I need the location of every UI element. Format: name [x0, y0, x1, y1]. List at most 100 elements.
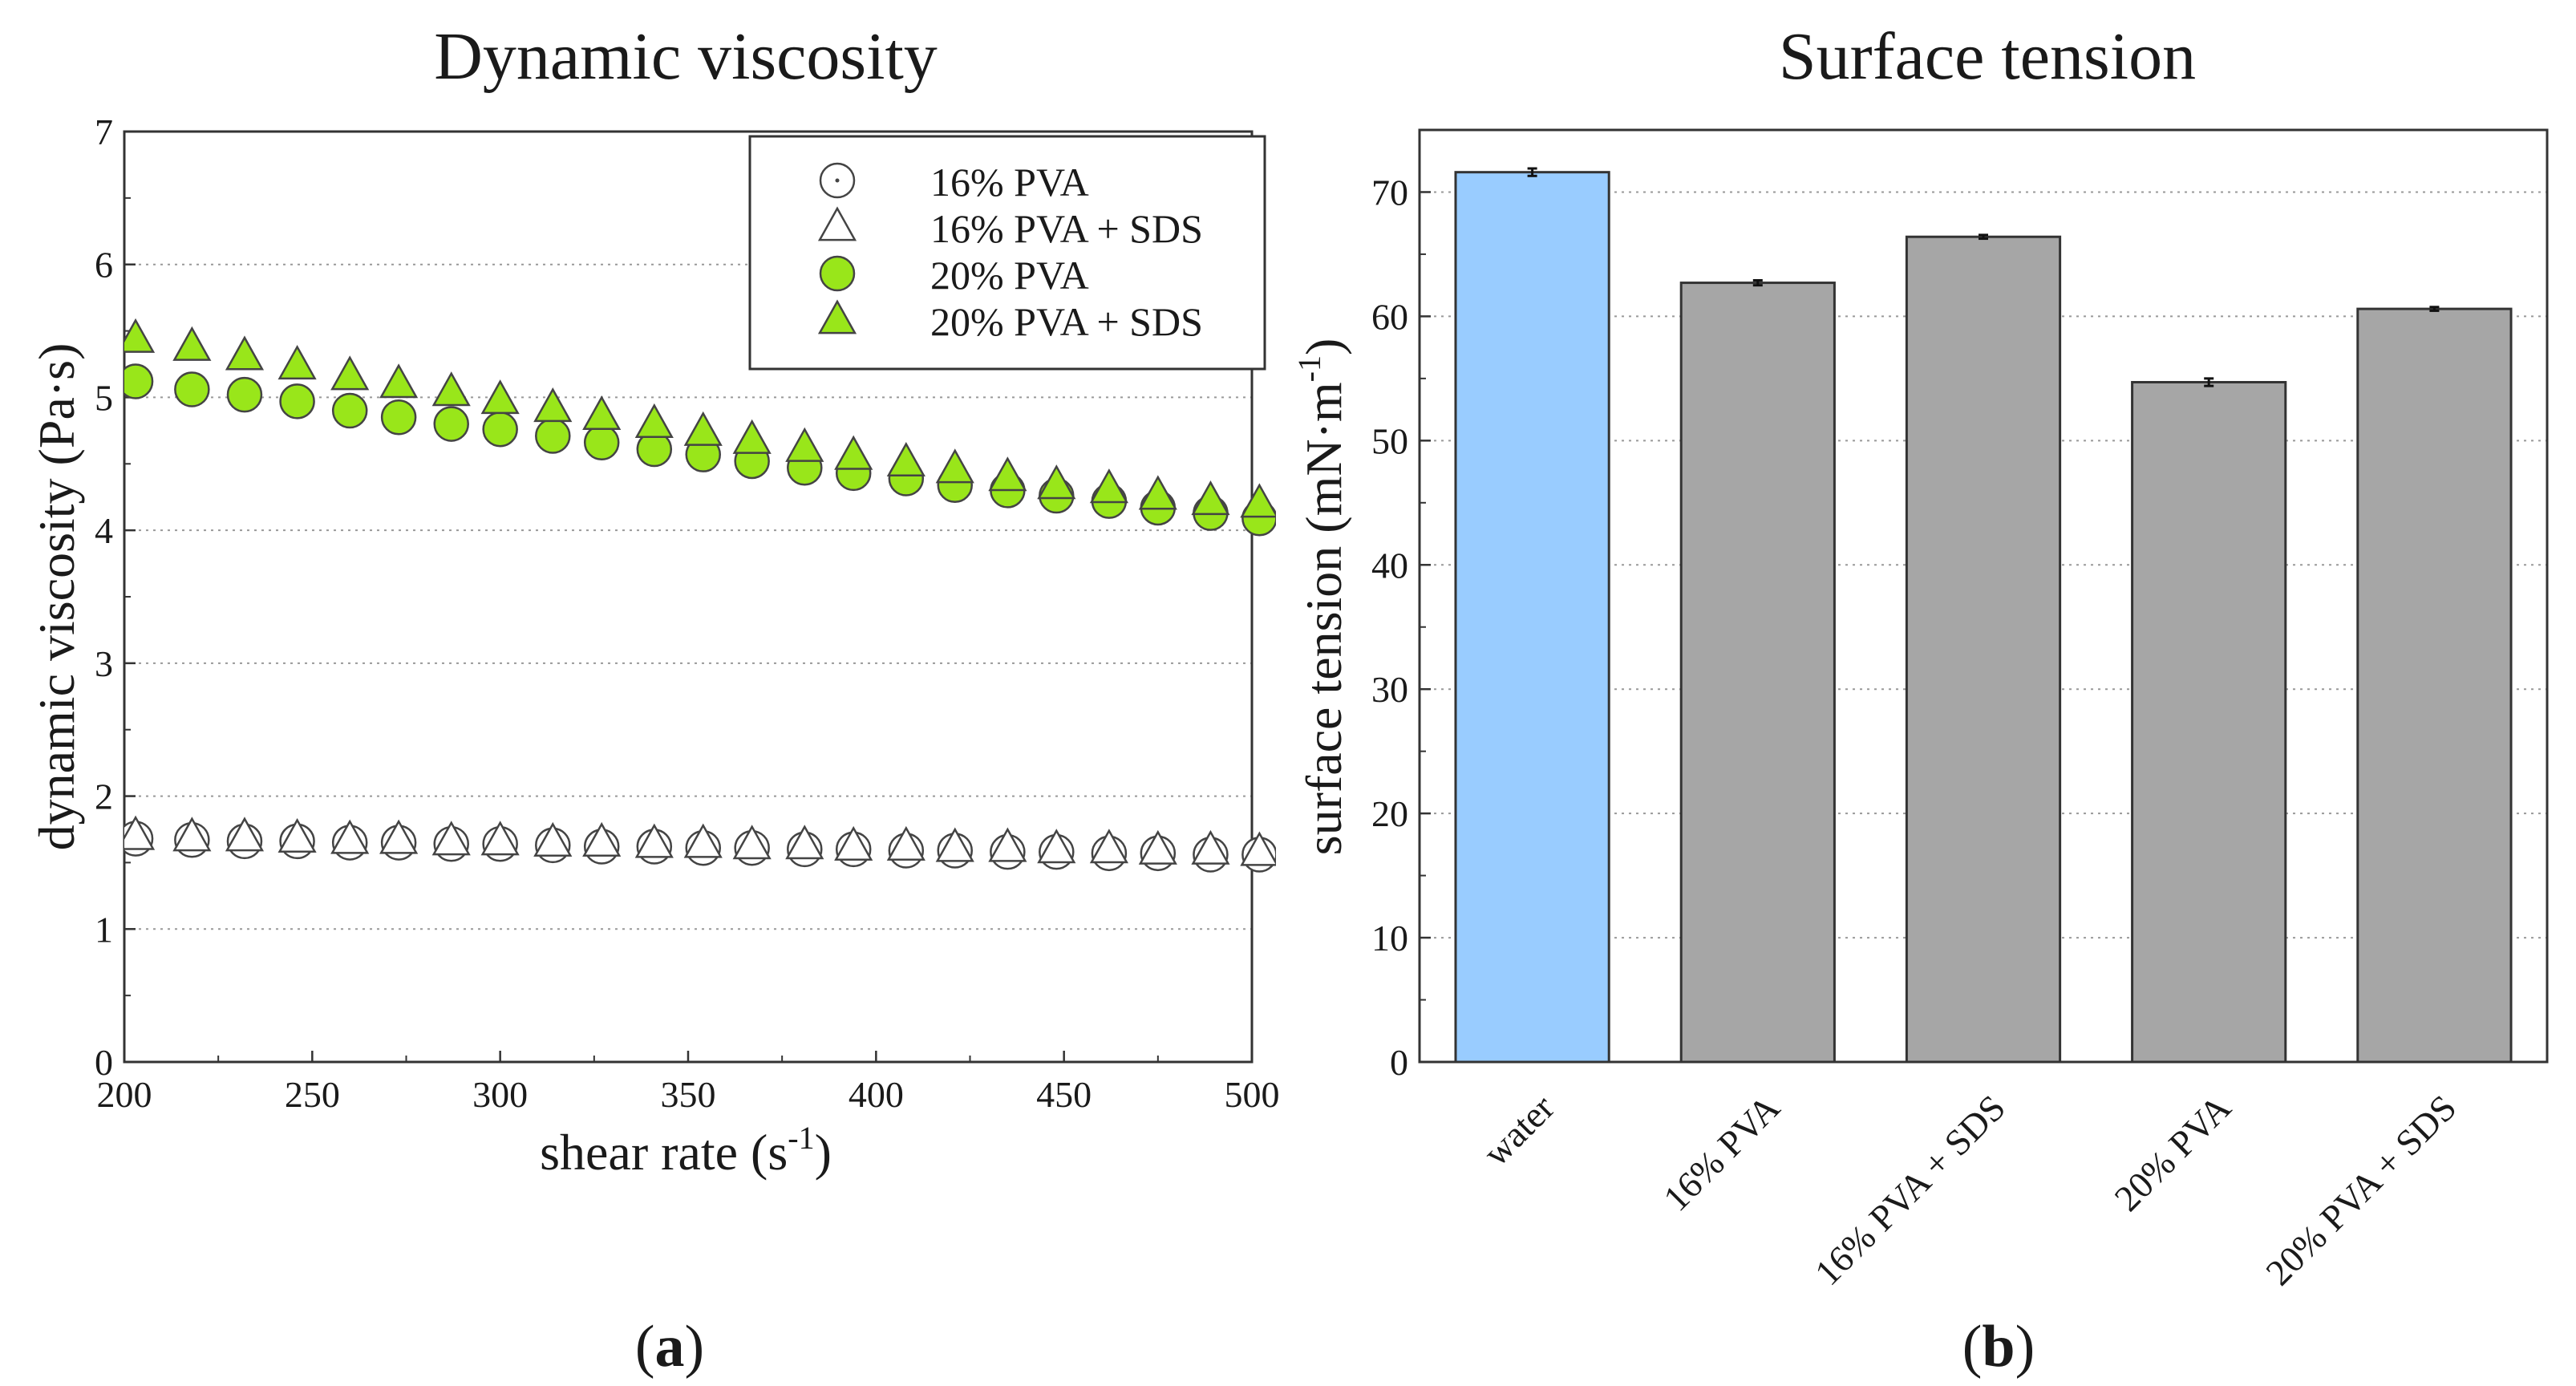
y-tick-label: 10 — [1371, 918, 1408, 958]
data-point — [732, 419, 772, 454]
data-point — [1138, 829, 1177, 865]
data-point — [634, 403, 674, 438]
data-point — [225, 335, 265, 371]
viscosity-y-axis-label: dynamic viscosity (Pa·s) — [28, 343, 85, 851]
legend-label: 20% PVA + SDS — [930, 299, 1203, 344]
data-point — [834, 825, 873, 861]
data-point-shape — [331, 392, 368, 429]
data-point — [480, 379, 520, 415]
legend-label: 16% PVA + SDS — [930, 206, 1203, 251]
surface-tension-y-axis-label: surface tension (mN·m-1) — [1291, 338, 1352, 856]
y-tick-label: 20 — [1371, 793, 1408, 834]
category-label: water — [1475, 1087, 1561, 1173]
data-point-shape — [535, 418, 571, 454]
data-point — [331, 392, 368, 429]
data-point — [1191, 829, 1230, 865]
data-point — [277, 817, 317, 853]
bar — [1454, 171, 1610, 1064]
y-tick-label: 70 — [1371, 172, 1408, 213]
data-point — [683, 823, 723, 858]
y-tick-label: 1 — [95, 909, 113, 950]
data-point — [582, 821, 622, 857]
series-3 — [124, 318, 1276, 518]
category-label: 16% PVA — [1655, 1087, 1788, 1219]
data-point — [535, 418, 571, 454]
data-point — [834, 435, 873, 470]
legend-marker-shape — [819, 255, 856, 292]
data-point — [330, 819, 370, 854]
y-tick-label: 40 — [1371, 545, 1408, 586]
data-point — [330, 355, 370, 391]
x-tick-label: 300 — [472, 1074, 528, 1115]
y-tick-label: 50 — [1371, 420, 1408, 461]
data-point — [124, 815, 156, 850]
legend-label: 16% PVA — [930, 160, 1089, 205]
y-tick-label: 3 — [95, 643, 113, 684]
data-point-shape — [174, 371, 210, 407]
data-point — [886, 441, 925, 477]
data-point — [379, 819, 419, 854]
panel-label-b: (b) — [1962, 1314, 2035, 1380]
x-tick-label: 200 — [97, 1074, 152, 1115]
data-point — [935, 448, 974, 484]
data-point — [1191, 480, 1230, 516]
data-point — [886, 825, 925, 861]
surface-tension-chart-title: Surface tension — [1779, 19, 2196, 94]
y-tick-label: 30 — [1371, 669, 1408, 710]
data-point — [1138, 475, 1177, 510]
legend-label: 20% PVA — [930, 253, 1089, 298]
data-point — [1089, 829, 1128, 864]
y-tick-label: 0 — [95, 1042, 113, 1083]
data-point — [533, 821, 573, 857]
data-point — [172, 326, 212, 361]
data-point — [533, 387, 573, 423]
legend-marker — [817, 299, 857, 334]
data-point — [431, 821, 471, 856]
data-point — [1037, 464, 1076, 500]
category-label: 16% PVA + SDS — [1807, 1087, 2013, 1293]
y-tick-label: 4 — [95, 510, 113, 551]
data-point — [988, 456, 1027, 492]
data-point — [582, 395, 622, 431]
data-point — [1037, 829, 1076, 864]
data-point-shape — [482, 411, 518, 448]
data-point — [225, 817, 265, 852]
x-tick-label: 250 — [285, 1074, 340, 1115]
data-point-shape — [279, 383, 315, 419]
y-tick-label: 7 — [95, 111, 113, 152]
bar — [2356, 307, 2513, 1064]
data-point — [988, 827, 1027, 862]
data-point-shape — [380, 399, 417, 436]
viscosity-chart: Dynamic viscosity 0 1 2 3 4 5 6 7 200 250 300 350 40… — [28, 19, 1280, 1380]
data-point — [433, 406, 469, 442]
data-point — [482, 411, 518, 448]
y-tick-label: 2 — [95, 776, 113, 817]
data-point — [732, 825, 772, 860]
series-2 — [124, 363, 1276, 537]
y-tick-label: 5 — [95, 377, 113, 418]
data-point — [431, 371, 471, 407]
legend-marker — [819, 255, 856, 292]
panel-label-a: (a) — [635, 1314, 704, 1380]
legend-marker-dot — [835, 178, 840, 183]
y-tick-label: 6 — [95, 245, 113, 286]
data-point-shape — [124, 363, 154, 399]
data-point — [172, 817, 212, 852]
data-point — [480, 821, 520, 856]
data-point — [174, 371, 210, 407]
surface-tension-chart: Surface tension 0 10 20 30 40 50 60 70 surface … — [1291, 19, 2549, 1380]
bar — [2131, 381, 2287, 1064]
surface-tension-plot-frame — [1418, 128, 2549, 1064]
legend-marker — [819, 162, 856, 199]
x-tick-label: 350 — [661, 1074, 716, 1115]
data-point — [379, 363, 419, 399]
category-label: 20% PVA + SDS — [2258, 1087, 2464, 1293]
bar — [1679, 282, 1836, 1064]
data-point — [1240, 831, 1276, 866]
data-point-shape — [433, 406, 469, 442]
data-point — [683, 411, 723, 446]
data-point — [785, 427, 824, 462]
x-tick-label: 500 — [1225, 1074, 1280, 1115]
